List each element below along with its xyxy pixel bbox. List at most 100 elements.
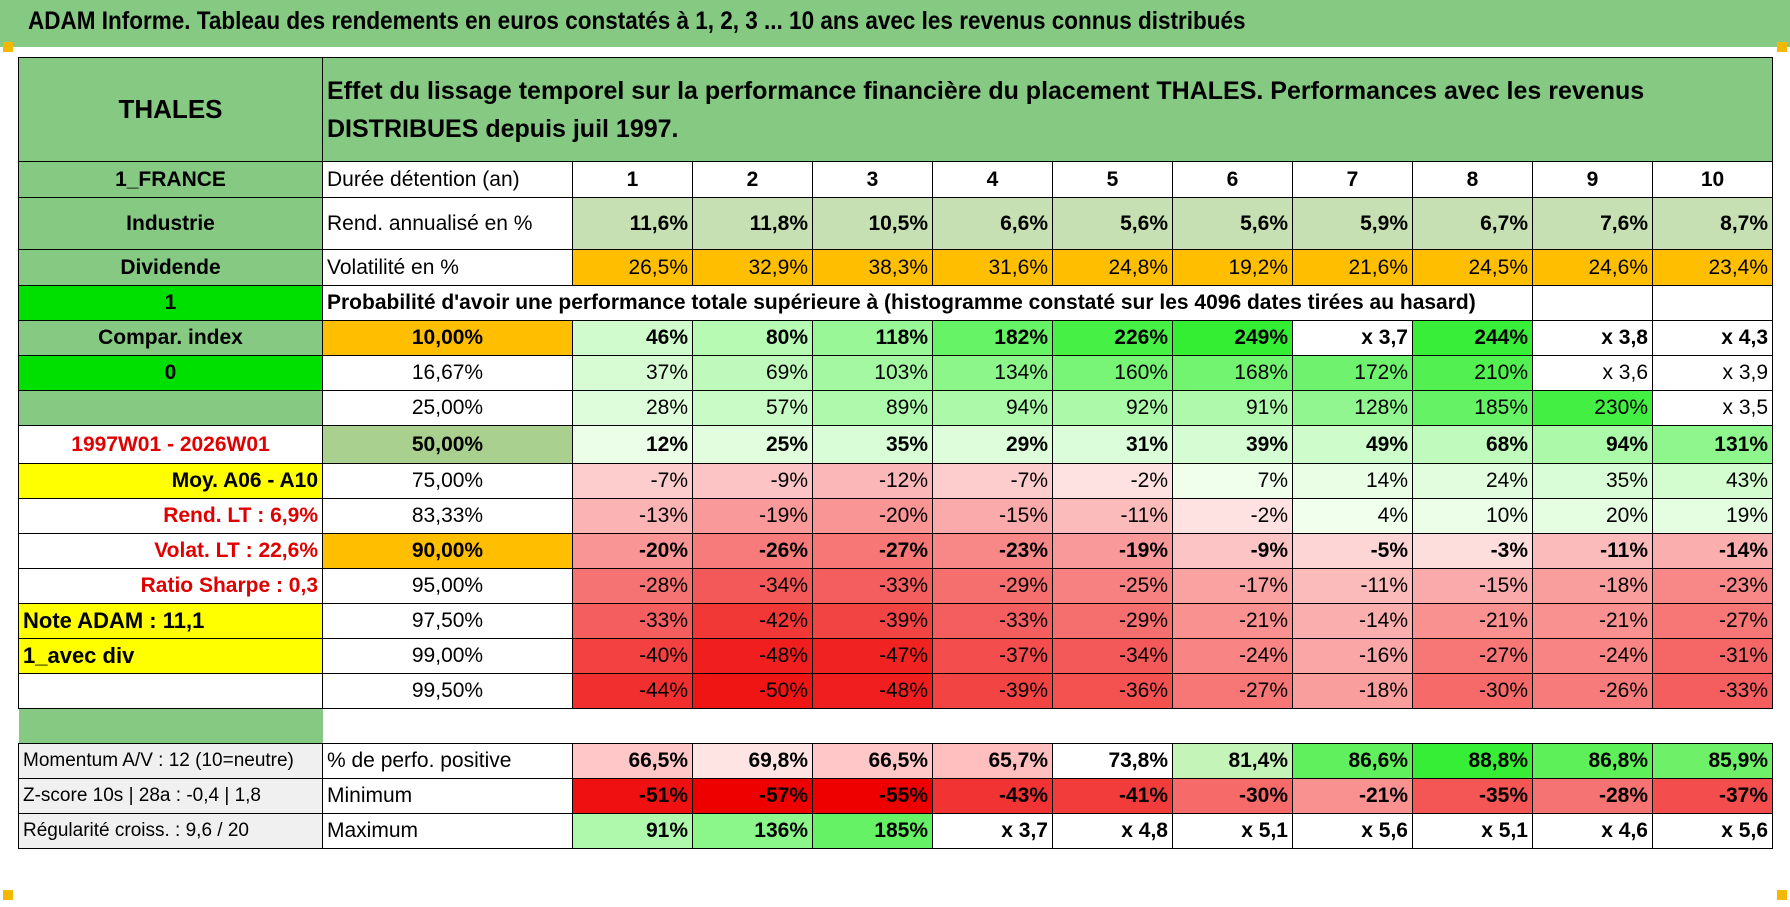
probability-cell[interactable]: 31%	[1052, 425, 1173, 464]
probability-cell[interactable]: -27%	[1651, 603, 1774, 639]
probability-cell[interactable]: 25%	[692, 425, 813, 464]
probability-cell[interactable]: 37%	[572, 355, 693, 391]
probability-threshold[interactable]: 25,00%	[322, 390, 573, 426]
probability-cell[interactable]: -20%	[572, 533, 693, 569]
probability-cell[interactable]: -15%	[1412, 568, 1533, 604]
dividend-mode[interactable]: 1_avec div	[18, 638, 323, 674]
probability-cell[interactable]: -14%	[1292, 603, 1413, 639]
minimum-cell[interactable]: -51%	[572, 778, 693, 814]
probability-cell[interactable]: 103%	[812, 355, 933, 391]
volatility-cell[interactable]: 24,5%	[1412, 249, 1533, 286]
probability-cell[interactable]: 226%	[1052, 320, 1173, 356]
annual-return-cell[interactable]: 5,6%	[1172, 197, 1293, 250]
probability-cell[interactable]: -25%	[1052, 568, 1173, 604]
probability-threshold[interactable]: 83,33%	[322, 498, 573, 534]
selection-handle[interactable]	[1777, 42, 1787, 52]
positive-perf-cell[interactable]: 85,9%	[1651, 743, 1774, 779]
volatility-cell[interactable]: 31,6%	[932, 249, 1053, 286]
probability-cell[interactable]: 14%	[1292, 463, 1413, 499]
empty-label[interactable]	[18, 673, 323, 709]
probability-cell[interactable]: 244%	[1412, 320, 1533, 356]
probability-cell[interactable]: 89%	[812, 390, 933, 426]
year-header[interactable]: 4	[932, 161, 1053, 198]
maximum-cell[interactable]: 185%	[812, 813, 933, 849]
probability-cell[interactable]: 210%	[1412, 355, 1533, 391]
probability-cell[interactable]: -27%	[1412, 638, 1533, 674]
probability-cell[interactable]: 80%	[692, 320, 813, 356]
adam-score[interactable]: Note ADAM : 11,1	[18, 603, 323, 639]
probability-cell[interactable]: -40%	[572, 638, 693, 674]
probability-cell[interactable]: 249%	[1172, 320, 1293, 356]
probability-cell[interactable]: 29%	[932, 425, 1053, 464]
volatility-cell[interactable]: 24,6%	[1532, 249, 1653, 286]
probability-cell[interactable]: -29%	[932, 568, 1053, 604]
probability-threshold[interactable]: 75,00%	[322, 463, 573, 499]
country-label[interactable]: 1_FRANCE	[18, 161, 323, 198]
probability-cell[interactable]: x 4,3	[1651, 320, 1774, 356]
period-label[interactable]: 1997W01 - 2026W01	[18, 425, 323, 464]
momentum-label[interactable]: Momentum A/V : 12 (10=neutre)	[18, 743, 323, 779]
annual-return-cell[interactable]: 5,6%	[1052, 197, 1173, 250]
maximum-label[interactable]: Maximum	[322, 813, 573, 849]
positive-perf-cell[interactable]: 86,8%	[1532, 743, 1653, 779]
year-header[interactable]: 10	[1651, 161, 1774, 198]
probability-cell[interactable]: x 3,5	[1651, 390, 1774, 426]
probability-cell[interactable]: -7%	[572, 463, 693, 499]
annual-return-cell[interactable]: 7,6%	[1532, 197, 1653, 250]
probability-cell[interactable]: 49%	[1292, 425, 1413, 464]
probability-threshold[interactable]: 10,00%	[322, 320, 573, 356]
probability-cell[interactable]: 28%	[572, 390, 693, 426]
probability-cell[interactable]: -20%	[812, 498, 933, 534]
year-header[interactable]: 5	[1052, 161, 1173, 198]
probability-cell[interactable]: -34%	[692, 568, 813, 604]
table-description[interactable]: Effet du lissage temporel sur la perform…	[321, 57, 1774, 162]
probability-cell[interactable]: -18%	[1532, 568, 1653, 604]
sharpe-ratio[interactable]: Ratio Sharpe : 0,3	[18, 568, 323, 604]
probability-cell[interactable]: -42%	[692, 603, 813, 639]
minimum-cell[interactable]: -21%	[1292, 778, 1413, 814]
probability-cell[interactable]: -9%	[1172, 533, 1293, 569]
probability-cell[interactable]: -7%	[932, 463, 1053, 499]
maximum-cell[interactable]: 91%	[572, 813, 693, 849]
separator-space[interactable]	[322, 708, 1773, 744]
probability-threshold[interactable]: 97,50%	[322, 603, 573, 639]
probability-cell[interactable]: -48%	[692, 638, 813, 674]
probability-cell[interactable]: 182%	[932, 320, 1053, 356]
probability-cell[interactable]: -39%	[932, 673, 1053, 709]
positive-perf-cell[interactable]: 69,8%	[692, 743, 813, 779]
probability-cell[interactable]: -48%	[812, 673, 933, 709]
probability-caption[interactable]: Probabilité d'avoir une performance tota…	[322, 285, 1533, 321]
probability-cell[interactable]: 94%	[932, 390, 1053, 426]
maximum-cell[interactable]: x 3,7	[932, 813, 1053, 849]
probability-cell[interactable]: 19%	[1651, 498, 1774, 534]
probability-cell[interactable]: -37%	[932, 638, 1053, 674]
probability-cell[interactable]: 10%	[1412, 498, 1533, 534]
minimum-cell[interactable]: -41%	[1052, 778, 1173, 814]
probability-cell[interactable]: -23%	[1651, 568, 1774, 604]
probability-cell[interactable]: 4%	[1292, 498, 1413, 534]
duration-label[interactable]: Durée détention (an)	[322, 161, 573, 198]
minimum-label[interactable]: Minimum	[322, 778, 573, 814]
probability-cell[interactable]: 92%	[1052, 390, 1173, 426]
probability-cell[interactable]: -11%	[1532, 533, 1653, 569]
probability-cell[interactable]: -9%	[692, 463, 813, 499]
probability-cell[interactable]: -27%	[1172, 673, 1293, 709]
probability-cell[interactable]: -3%	[1412, 533, 1533, 569]
probability-cell[interactable]: -33%	[572, 603, 693, 639]
probability-cell[interactable]: -5%	[1292, 533, 1413, 569]
probability-cell[interactable]: -13%	[572, 498, 693, 534]
dividend-label[interactable]: Dividende	[18, 249, 323, 286]
positive-perf-cell[interactable]: 88,8%	[1412, 743, 1533, 779]
probability-cell[interactable]: -39%	[812, 603, 933, 639]
probability-cell[interactable]: -26%	[1532, 673, 1653, 709]
regularity-label[interactable]: Régularité croiss. : 9,6 / 20	[18, 813, 323, 849]
maximum-cell[interactable]: x 4,8	[1052, 813, 1173, 849]
avg-label[interactable]: Moy. A06 - A10	[18, 463, 323, 499]
probability-cell[interactable]: 35%	[812, 425, 933, 464]
positive-perf-cell[interactable]: 81,4%	[1172, 743, 1293, 779]
empty-cell[interactable]	[1532, 285, 1653, 321]
year-header[interactable]: 2	[692, 161, 813, 198]
selection-handle[interactable]	[3, 42, 13, 52]
probability-cell[interactable]: -19%	[692, 498, 813, 534]
probability-cell[interactable]: -28%	[572, 568, 693, 604]
